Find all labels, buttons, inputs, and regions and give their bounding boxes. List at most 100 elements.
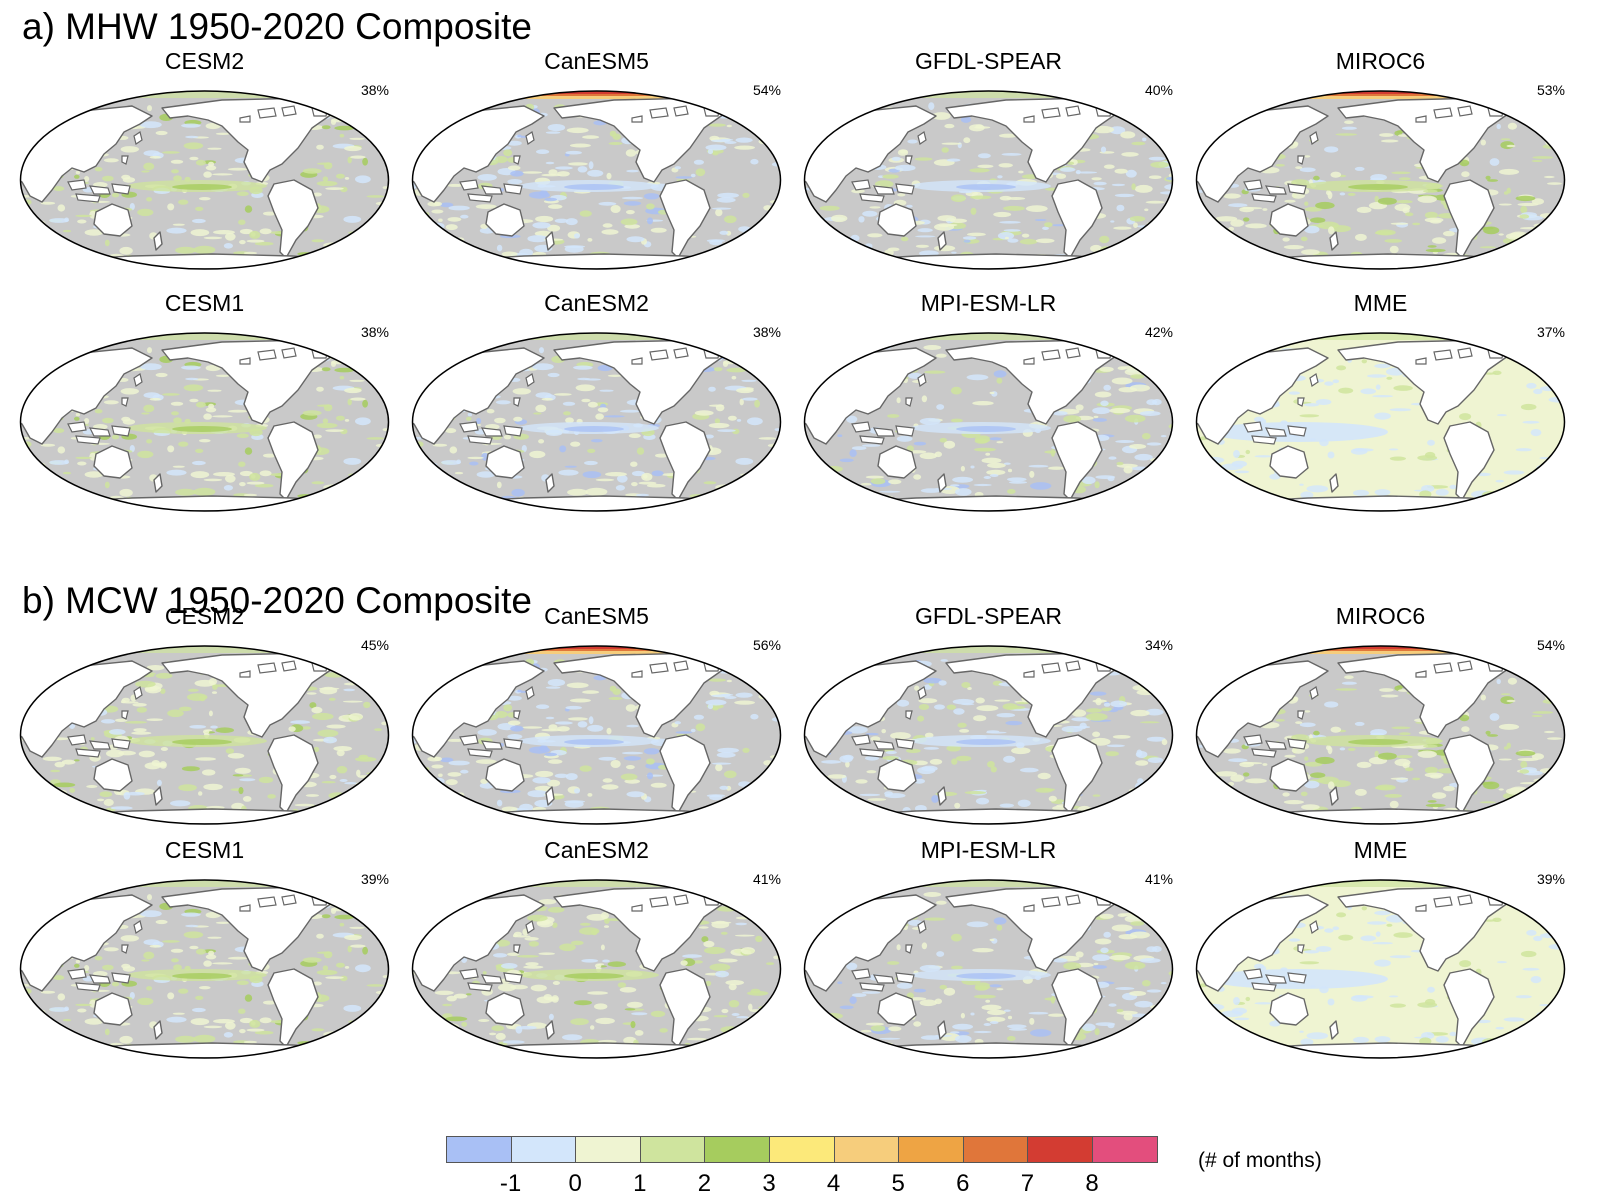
robinson-map <box>411 332 782 512</box>
map-panel-cesm1: CESM1 39% <box>12 839 397 1059</box>
colorbar: -1 0 1 2 3 4 5 6 7 8 <box>446 1136 1179 1196</box>
landmass <box>877 203 917 237</box>
colorbar-cell <box>510 1136 577 1163</box>
map-panel-canesm5: CanESM5 56% <box>404 605 789 825</box>
landmass <box>545 1020 555 1040</box>
landmass <box>1269 445 1309 479</box>
panel-percentage: 38% <box>360 82 389 98</box>
colorbar-cell <box>833 1136 900 1163</box>
colorbar-cell <box>575 1136 641 1163</box>
landmass <box>433 808 765 824</box>
landmass <box>659 421 711 501</box>
landmass <box>545 231 555 251</box>
colorbar-tick-label: 0 <box>568 1170 582 1197</box>
landmass <box>93 203 133 237</box>
landmass <box>433 495 765 511</box>
landmass <box>485 445 525 479</box>
robinson-map <box>411 90 782 270</box>
landmass <box>1217 1042 1549 1058</box>
landmass <box>877 992 917 1026</box>
landmass <box>1329 473 1339 493</box>
colorbar-tick-label: 2 <box>697 1170 712 1197</box>
colorbar-tick-label: 7 <box>1020 1170 1035 1197</box>
panel-title: CanESM2 <box>544 290 649 316</box>
colorbar-tick-label: -1 <box>499 1170 522 1197</box>
landmass <box>267 179 319 259</box>
panel-percentage: 38% <box>752 324 781 340</box>
landmass <box>41 808 373 824</box>
landmass <box>1051 734 1103 814</box>
map-panel-mpi-esm-lr: MPI-ESM-LR 41% <box>796 839 1181 1059</box>
landmass <box>659 968 711 1048</box>
landmass <box>1051 421 1103 501</box>
landmass <box>1217 808 1549 824</box>
landmass <box>153 1020 163 1040</box>
landmass <box>877 758 917 792</box>
colorbar-cell <box>1027 1136 1093 1163</box>
landmass <box>267 421 319 501</box>
landmass <box>485 992 525 1026</box>
colorbar-tick-label: 5 <box>891 1170 905 1197</box>
colorbar-tick-label: 6 <box>956 1170 970 1197</box>
landmass <box>877 445 917 479</box>
colorbar-tick-label: 4 <box>826 1170 841 1197</box>
landmass <box>267 734 319 814</box>
panel-title: MPI-ESM-LR <box>920 837 1057 863</box>
map-panel-cesm2: CESM2 38% <box>12 50 397 270</box>
landmass <box>1269 203 1309 237</box>
colorbar-cell <box>1092 1136 1158 1163</box>
landmass <box>485 758 525 792</box>
map-panel-gfdl-spear: GFDL-SPEAR 34% <box>796 605 1181 825</box>
map-panel-mme: MME 37% <box>1188 292 1573 512</box>
landmass <box>433 1042 765 1058</box>
landmass <box>153 786 163 806</box>
panel-title: MPI-ESM-LR <box>920 290 1057 316</box>
landmass <box>659 179 711 259</box>
map-panel-canesm2: CanESM2 38% <box>404 292 789 512</box>
landmass <box>825 253 1157 269</box>
landmass <box>93 445 133 479</box>
landmass <box>545 786 555 806</box>
panel-title: CanESM5 <box>544 48 649 74</box>
landmass <box>433 253 765 269</box>
panel-percentage: 45% <box>360 637 389 653</box>
colorbar-cell <box>962 1136 1029 1163</box>
landmass <box>485 203 525 237</box>
landmass <box>41 253 373 269</box>
robinson-map <box>19 90 390 270</box>
panel-title: MME <box>1353 837 1408 863</box>
colorbar-cell <box>769 1136 835 1163</box>
panel-percentage: 34% <box>1144 637 1173 653</box>
colorbar-cell <box>898 1136 964 1163</box>
robinson-map <box>1195 332 1566 512</box>
landmass <box>1443 179 1495 259</box>
landmass <box>937 231 947 251</box>
landmass <box>1269 758 1309 792</box>
panel-title: MME <box>1353 290 1408 316</box>
map-panel-mpi-esm-lr: MPI-ESM-LR 42% <box>796 292 1181 512</box>
panel-percentage: 53% <box>1536 82 1565 98</box>
panel-percentage: 41% <box>752 871 781 887</box>
panel-percentage: 54% <box>1536 637 1565 653</box>
landmass <box>825 495 1157 511</box>
landmass <box>937 1020 947 1040</box>
robinson-map <box>803 879 1174 1059</box>
panel-title: CanESM2 <box>544 837 649 863</box>
landmass <box>825 1042 1157 1058</box>
panel-title: GFDL-SPEAR <box>915 603 1062 629</box>
section-a-title: a) MHW 1950-2020 Composite <box>22 6 532 47</box>
map-panel-miroc6: MIROC6 53% <box>1188 50 1573 270</box>
landmass <box>1269 992 1309 1026</box>
colorbar-unit-label: (# of months) <box>1198 1149 1322 1172</box>
colorbar-tick-label: 1 <box>633 1170 647 1197</box>
map-panel-miroc6: MIROC6 54% <box>1188 605 1573 825</box>
colorbar-cell <box>704 1136 770 1163</box>
landmass <box>1443 421 1495 501</box>
panel-percentage: 41% <box>1144 871 1173 887</box>
robinson-map <box>1195 645 1566 825</box>
robinson-map <box>411 879 782 1059</box>
landmass <box>1329 231 1339 251</box>
colorbar-cell <box>446 1136 512 1163</box>
panel-title: GFDL-SPEAR <box>915 48 1062 74</box>
landmass <box>1217 495 1549 511</box>
